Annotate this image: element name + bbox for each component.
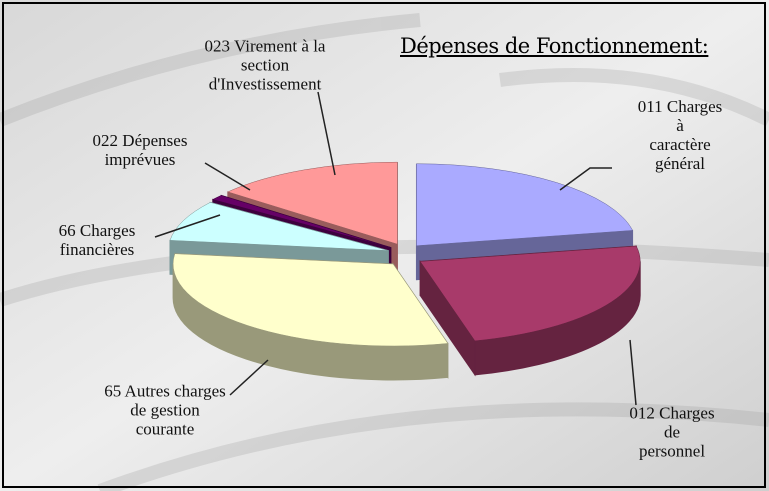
- slice-label: 012 Charges de personnel: [629, 403, 715, 461]
- slice-label: 011 Charges à caractère général: [637, 97, 723, 173]
- pie: [169, 161, 641, 381]
- slice-top: [416, 163, 633, 247]
- slice-label: 66 Charges financières: [58, 221, 136, 259]
- slice-top: [169, 202, 389, 251]
- slice-label: 65 Autres charges de gestion courante: [104, 381, 226, 439]
- slice-top: [419, 245, 641, 342]
- slice-label: 023 Virement à la section d'Investisseme…: [204, 36, 326, 94]
- slice: [419, 245, 641, 377]
- slice-top: [227, 161, 398, 245]
- chart-title: Dépenses de Fonctionnement:: [400, 34, 709, 58]
- slice-top: [172, 253, 449, 347]
- slice-label: 022 Dépenses imprévues: [92, 131, 188, 169]
- slice-top: [212, 195, 391, 248]
- slice: [172, 253, 449, 381]
- leader-lines: [154, 91, 637, 406]
